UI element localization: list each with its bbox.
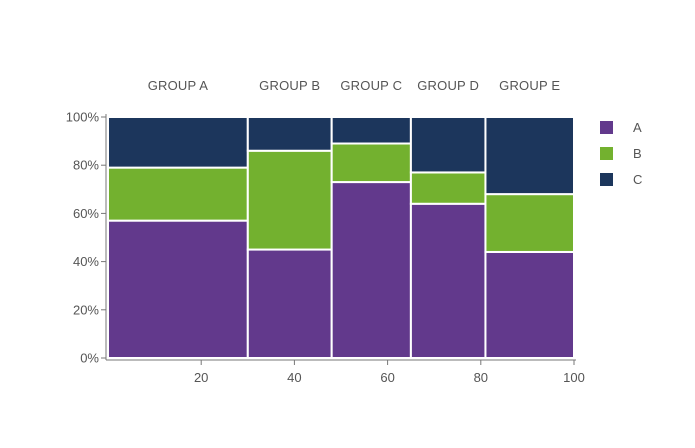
bar-segment-group-d-c xyxy=(409,116,487,174)
x-tick-label: 100 xyxy=(563,370,585,385)
x-tick-label: 80 xyxy=(474,370,488,385)
group-label: GROUP E xyxy=(499,78,560,93)
group-label: GROUP A xyxy=(148,78,209,93)
bar-segments xyxy=(107,116,575,360)
group-label: GROUP D xyxy=(417,78,479,93)
x-tick-label: 40 xyxy=(287,370,301,385)
legend-swatch-a xyxy=(600,121,613,134)
group-label: GROUP B xyxy=(259,78,320,93)
legend-label-b: B xyxy=(633,146,642,161)
y-tick-label: 0% xyxy=(80,351,99,366)
y-tick-label: 20% xyxy=(73,302,99,317)
y-tick-label: 60% xyxy=(73,206,99,221)
bar-segment-group-d-b xyxy=(409,171,487,205)
y-tick-label: 80% xyxy=(73,158,99,173)
group-labels: GROUP A GROUP B GROUP C GROUP D GROUP E xyxy=(148,78,561,93)
bar-segment-group-e-b xyxy=(484,193,575,253)
legend-label-c: C xyxy=(633,172,642,187)
bar-segment-group-c-b xyxy=(330,142,412,184)
axes: 0% 20% 40% 60% 80% 100% 20 40 60 80 100 xyxy=(66,110,585,386)
bar-segment-group-d-a xyxy=(409,202,487,359)
bar-segment-group-a-c xyxy=(107,116,249,169)
legend-label-a: A xyxy=(633,120,642,135)
bar-segment-group-c-c xyxy=(330,116,412,145)
bar-segment-group-e-c xyxy=(484,116,575,196)
x-tick-label: 60 xyxy=(380,370,394,385)
legend-swatch-c xyxy=(600,173,613,186)
y-tick-label: 100% xyxy=(66,110,100,125)
legend-swatch-b xyxy=(600,147,613,160)
bar-segment-group-c-a xyxy=(330,181,412,359)
group-label: GROUP C xyxy=(340,78,402,93)
bar-segment-group-e-a xyxy=(484,250,575,360)
y-tick-label: 40% xyxy=(73,254,99,269)
legend: ABC xyxy=(600,120,642,187)
bar-segment-group-a-b xyxy=(107,166,249,222)
bar-segment-group-b-a xyxy=(246,248,333,359)
bar-segment-group-a-a xyxy=(107,219,249,359)
bar-segment-group-b-c xyxy=(246,116,333,152)
x-tick-label: 20 xyxy=(194,370,208,385)
bar-segment-group-b-b xyxy=(246,149,333,251)
